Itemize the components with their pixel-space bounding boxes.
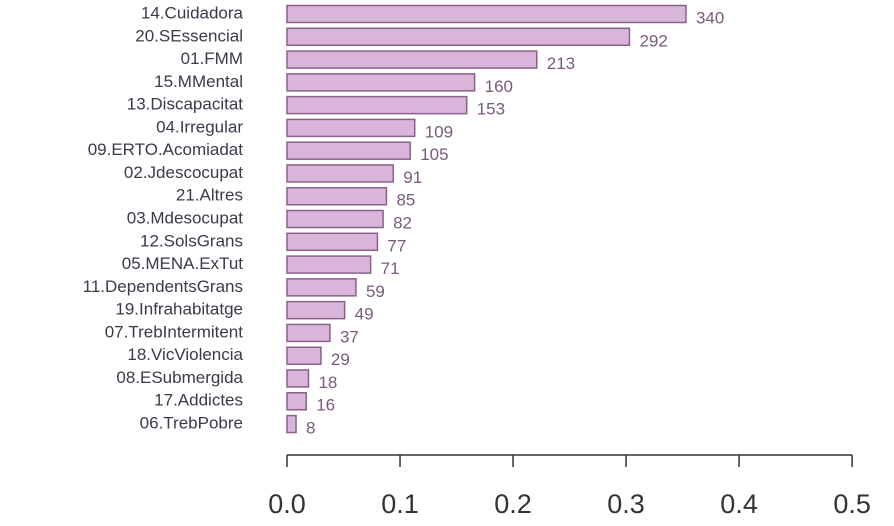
bar bbox=[286, 369, 310, 388]
data-label: 82 bbox=[393, 214, 412, 233]
data-label: 105 bbox=[420, 145, 448, 164]
data-label: 37 bbox=[340, 327, 359, 346]
bar bbox=[286, 118, 416, 138]
x-tick-label: 0.4 bbox=[720, 489, 758, 519]
bar bbox=[286, 73, 476, 92]
data-label: 153 bbox=[477, 100, 505, 119]
x-tick-label: 0.5 bbox=[833, 489, 871, 519]
data-label: 213 bbox=[547, 54, 575, 73]
y-tick-label: 01.FMM bbox=[181, 49, 243, 68]
bar bbox=[286, 232, 379, 252]
data-label: 160 bbox=[485, 77, 513, 96]
x-tick-label: 0.2 bbox=[494, 489, 532, 519]
bar bbox=[286, 164, 394, 183]
bar bbox=[286, 27, 631, 47]
bar bbox=[286, 4, 687, 24]
y-tick-label: 18.VicViolencia bbox=[127, 345, 243, 364]
y-tick-label: 14.Cuidadora bbox=[141, 3, 244, 22]
data-label: 16 bbox=[316, 396, 335, 415]
bar bbox=[286, 323, 331, 343]
x-tick-label: 0.1 bbox=[381, 489, 419, 519]
data-label: 59 bbox=[366, 282, 385, 301]
bar bbox=[286, 141, 411, 160]
y-tick-label: 05.MENA.ExTut bbox=[122, 254, 244, 273]
y-tick-label: 04.Irregular bbox=[156, 117, 243, 136]
data-label: 85 bbox=[396, 191, 415, 210]
data-label: 29 bbox=[331, 350, 350, 369]
bar bbox=[286, 255, 372, 274]
x-tick-label: 0.0 bbox=[268, 489, 306, 519]
y-tick-label: 06.TrebPobre bbox=[140, 414, 243, 433]
y-tick-label: 19.Infrahabitatge bbox=[115, 300, 243, 319]
y-tick-label: 15.MMental bbox=[154, 72, 243, 91]
bar bbox=[286, 414, 297, 434]
y-tick-label: 21.Altres bbox=[176, 186, 243, 205]
bar bbox=[286, 95, 468, 115]
data-label: 109 bbox=[425, 122, 453, 141]
y-tick-label: 20.SEssencial bbox=[135, 26, 243, 45]
bar bbox=[286, 392, 307, 411]
bar bbox=[286, 50, 538, 69]
y-tick-label: 13.Discapacitat bbox=[127, 95, 244, 114]
y-tick-label: 09.ERTO.Acomiadat bbox=[88, 140, 244, 159]
bar bbox=[286, 346, 322, 365]
data-label: 91 bbox=[403, 168, 422, 187]
bar bbox=[286, 186, 388, 206]
y-tick-label: 02.Jdescocupat bbox=[124, 163, 243, 182]
data-label: 340 bbox=[696, 8, 724, 27]
data-label: 8 bbox=[306, 419, 315, 438]
bar bbox=[286, 278, 357, 297]
y-tick-label: 17.Addictes bbox=[154, 391, 243, 410]
data-label: 77 bbox=[387, 236, 406, 255]
x-tick-label: 0.3 bbox=[607, 489, 645, 519]
y-tick-label: 11.DependentsGrans bbox=[83, 277, 243, 296]
bar bbox=[286, 209, 384, 229]
y-tick-label: 03.Mdesocupat bbox=[127, 209, 244, 228]
data-label: 71 bbox=[381, 259, 400, 278]
data-label: 18 bbox=[318, 373, 337, 392]
y-tick-label: 07.TrebIntermitent bbox=[105, 322, 244, 341]
data-label: 292 bbox=[639, 31, 667, 50]
y-tick-label: 12.SolsGrans bbox=[140, 231, 243, 250]
bar bbox=[286, 300, 346, 320]
y-tick-label: 08.ESubmergida bbox=[116, 368, 243, 387]
data-label: 49 bbox=[355, 305, 374, 324]
